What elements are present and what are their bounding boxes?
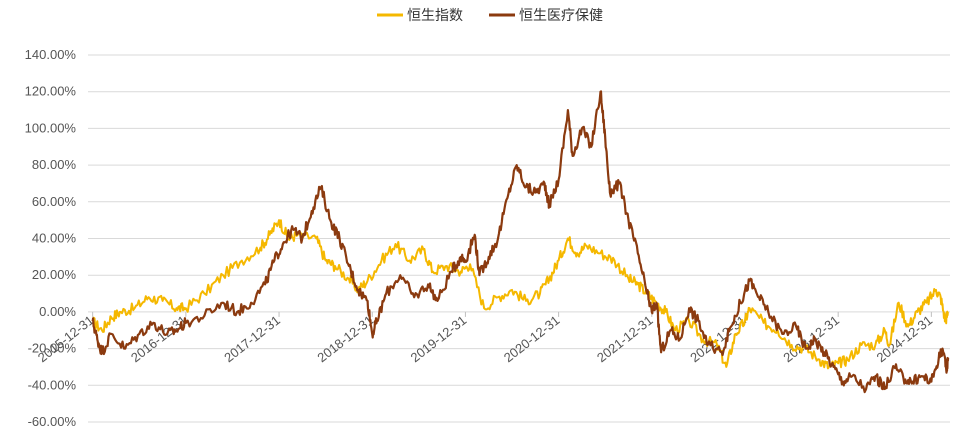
y-tick-label: 100.00% — [25, 120, 77, 135]
series-line-1 — [91, 219, 949, 370]
series-layer — [91, 90, 950, 394]
x-tick-label: 2017-12-31 — [221, 312, 283, 365]
x-tick-label: 2018-12-31 — [314, 312, 376, 365]
y-tick-label: -40.00% — [28, 377, 77, 392]
y-tick-label: 120.00% — [25, 84, 77, 99]
y-tick-label: 60.00% — [32, 194, 77, 209]
y-axis: 140.00% 120.00% 100.00% 80.00% 60.00% 40.00% 2… — [25, 47, 77, 429]
legend-label-2: 恒生医疗保健 — [519, 8, 603, 24]
y-tick-label: 140.00% — [25, 47, 77, 62]
legend-label-1: 恒生指数 — [407, 8, 463, 24]
x-tick-label: 2020-12-31 — [501, 312, 563, 365]
y-tick-label: 40.00% — [32, 231, 77, 246]
gridlines — [88, 54, 950, 423]
y-tick-label: 80.00% — [32, 157, 77, 172]
y-tick-label: 0.00% — [39, 304, 76, 319]
y-tick-label: 20.00% — [32, 267, 77, 282]
x-tick-label: 2021-12-31 — [594, 312, 656, 365]
x-tick-label: 2015-12-31 — [35, 312, 97, 365]
x-axis: 2015-12-31 2016-12-31 2017-12-31 2018-12-31… — [35, 311, 935, 365]
y-tick-label: -60.00% — [28, 414, 77, 429]
x-tick-label: 2019-12-31 — [408, 312, 470, 365]
legend: 恒生指数 恒生医疗保健 — [377, 8, 603, 24]
y-tick-label: -20.00% — [28, 341, 77, 356]
x-tick-label: 2023-12-31 — [780, 312, 842, 365]
series-line-2 — [91, 90, 950, 394]
